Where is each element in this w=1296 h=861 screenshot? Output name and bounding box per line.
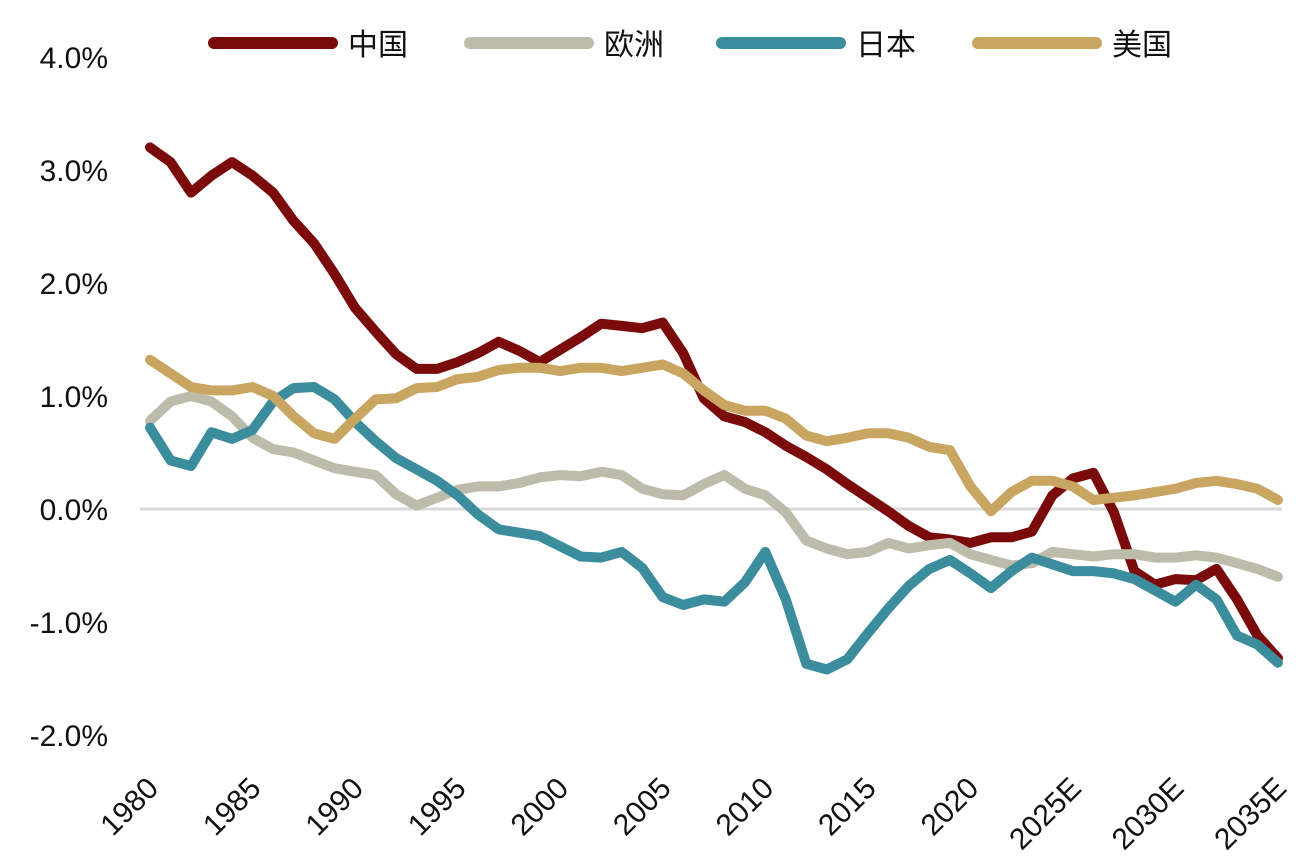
x-tick-label: 2030E: [1106, 772, 1191, 857]
y-tick-label: 2.0%: [40, 268, 108, 301]
legend-label: 日本: [856, 29, 916, 62]
x-tick-label: 2010: [710, 772, 781, 843]
legend-label: 中国: [348, 29, 408, 62]
legend-item: 中国: [208, 29, 408, 62]
series-line-2: [145, 391, 1283, 582]
x-tick-label: 1985: [197, 772, 268, 843]
x-tick-label: 2020: [915, 772, 986, 843]
x-tick-label: 2035E: [1208, 772, 1293, 857]
y-axis: 4.0% 3.0% 2.0% 1.0% 0.0% -1.0% -2.0%: [30, 42, 108, 753]
legend-item: 美国: [972, 29, 1172, 62]
chart-legend: 中国 欧洲 日本 美国: [208, 29, 1172, 62]
x-tick-label: 1980: [94, 772, 165, 843]
y-tick-label: -2.0%: [30, 720, 108, 753]
x-tick-label: 2025E: [1003, 772, 1088, 857]
x-tick-label: 2000: [505, 772, 576, 843]
y-tick-label: 4.0%: [40, 42, 108, 75]
x-axis: 1980 1985 1990 1995 2000 2005 2010 2015 2020 2025…: [94, 772, 1293, 857]
y-tick-label: 0.0%: [40, 494, 108, 527]
legend-label: 欧洲: [604, 29, 664, 62]
x-tick-label: 2015: [812, 772, 883, 843]
series-line-4: [145, 354, 1283, 517]
series-line-3: [145, 382, 1283, 675]
y-tick-label: -1.0%: [30, 607, 108, 640]
y-tick-label: 1.0%: [40, 381, 108, 414]
legend-label: 美国: [1112, 29, 1172, 62]
series-line-1: [145, 142, 1283, 664]
x-tick-label: 1995: [402, 772, 473, 843]
x-tick-label: 1990: [300, 772, 371, 843]
x-tick-label: 2005: [607, 772, 678, 843]
legend-item: 日本: [716, 29, 916, 62]
y-tick-label: 3.0%: [40, 155, 108, 188]
series-lines: [145, 142, 1283, 675]
legend-item: 欧洲: [464, 29, 664, 62]
